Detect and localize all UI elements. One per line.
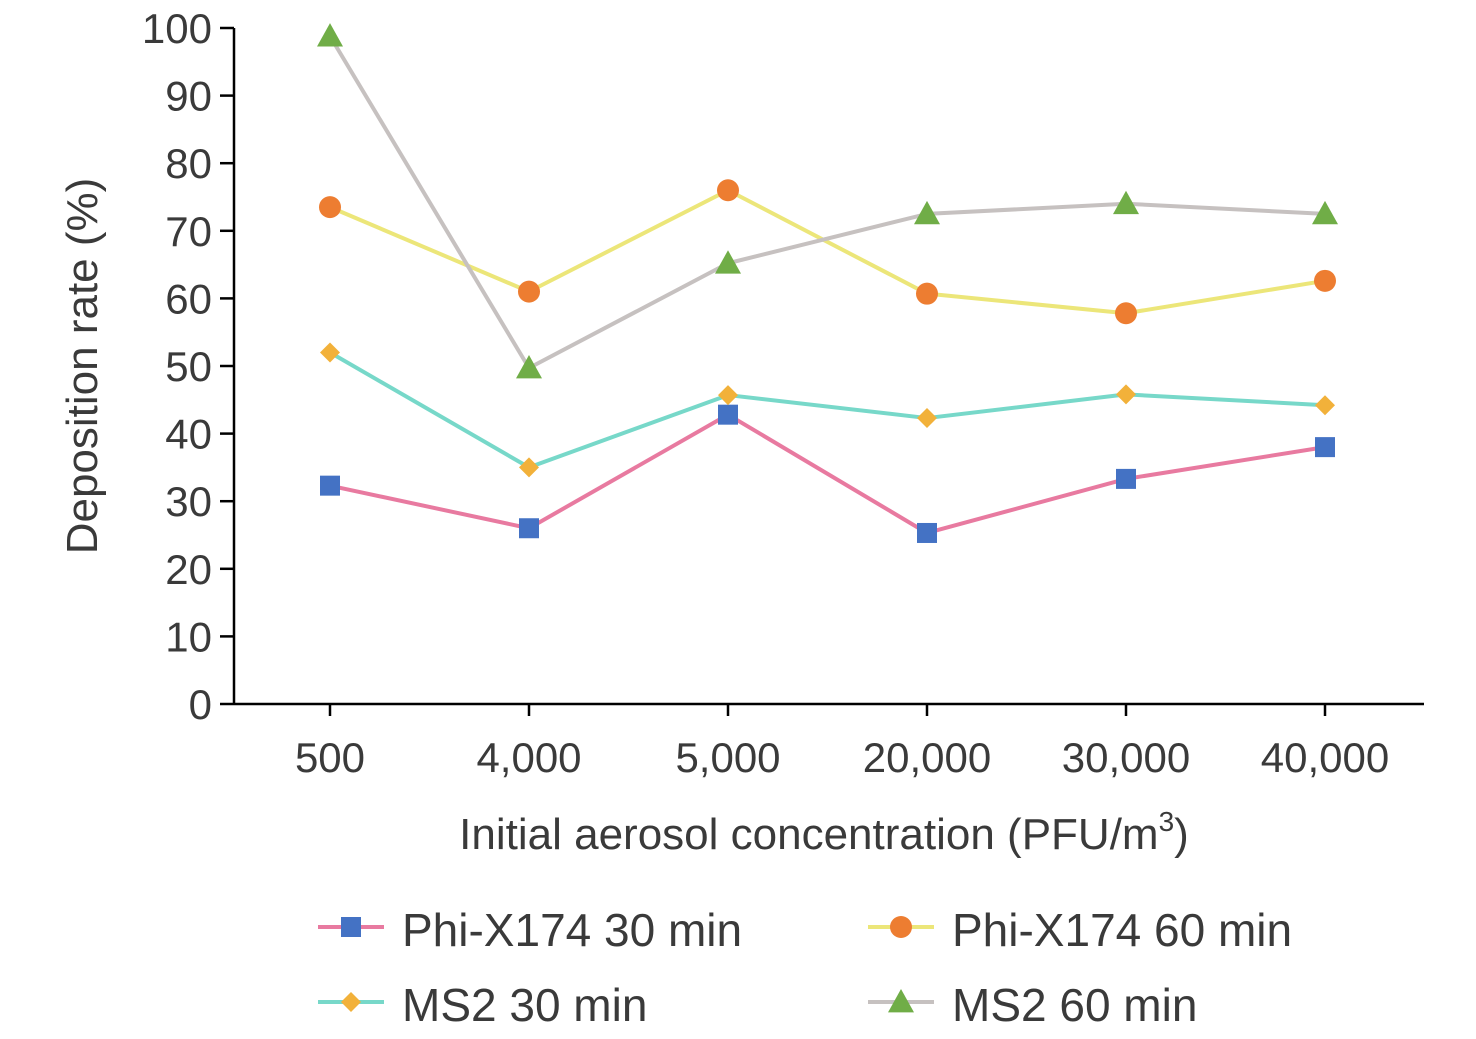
y-tick-label: 50: [165, 343, 212, 390]
data-point: [1116, 468, 1136, 489]
data-point: [715, 250, 741, 274]
x-axis-title-superscript: 3: [1159, 806, 1175, 837]
x-axis-title-suffix: ): [1174, 810, 1189, 859]
data-point: [717, 179, 739, 202]
x-tick-label: 20,000: [863, 734, 991, 781]
legend-label: MS2 30 min: [402, 979, 647, 1031]
series-line: [328, 350, 1326, 470]
series-line: [329, 412, 1326, 535]
data-point: [319, 196, 341, 219]
series-line: [328, 35, 1326, 371]
y-tick-label: 60: [165, 275, 212, 322]
legend-swatch-marker: [888, 989, 914, 1013]
y-tick-label: 0: [189, 681, 212, 728]
x-ticks: 500 4,000 5,000 20,000 30,000 40,000: [295, 704, 1389, 781]
axes: [232, 28, 1424, 706]
data-point: [916, 282, 938, 305]
legend-swatch-marker: [890, 916, 912, 938]
x-tick-label: 40,000: [1261, 734, 1389, 781]
data-point: [1115, 302, 1137, 325]
x-tick-label: 5,000: [675, 734, 780, 781]
series-layer: [317, 23, 1338, 543]
x-axis-title-main: Initial aerosol concentration (PFU/m: [459, 810, 1158, 859]
y-tick-label: 10: [165, 613, 212, 660]
data-point: [1312, 200, 1338, 225]
legend-item: Phi-X174 30 min: [318, 904, 742, 956]
legend-swatch-marker: [341, 917, 361, 937]
data-point: [518, 280, 540, 303]
data-point: [718, 385, 738, 406]
y-tick-label: 100: [142, 5, 212, 52]
legend-label: Phi-X174 30 min: [402, 904, 742, 956]
data-point: [917, 408, 937, 429]
y-tick-label: 80: [165, 140, 212, 187]
x-tick-label: 500: [295, 734, 365, 781]
data-point: [320, 475, 340, 496]
data-point: [1315, 395, 1335, 416]
legend-item: MS2 60 min: [868, 979, 1197, 1031]
data-point: [519, 518, 539, 539]
y-tick-label: 70: [165, 208, 212, 255]
legend: Phi-X174 30 min Phi-X174 60 min MS2 30 min…: [318, 904, 1292, 1031]
y-ticks: 0 10 20 30 40 50 60 70 80 90 100: [142, 5, 234, 728]
legend-item: Phi-X174 60 min: [868, 904, 1292, 956]
data-point: [914, 200, 940, 225]
data-point: [1116, 384, 1136, 405]
y-tick-label: 90: [165, 73, 212, 120]
series-3: [320, 342, 1335, 478]
y-tick-label: 20: [165, 546, 212, 593]
data-point: [917, 522, 937, 543]
data-point: [519, 457, 539, 478]
data-point: [320, 342, 340, 363]
y-axis-title: Deposition rate (%): [58, 178, 107, 555]
x-tick-label: 30,000: [1062, 734, 1190, 781]
data-point: [1314, 269, 1336, 292]
series-line: [329, 188, 1326, 316]
x-axis-title: Initial aerosol concentration (PFU/m3): [459, 806, 1189, 859]
y-tick-label: 30: [165, 478, 212, 525]
legend-label: MS2 60 min: [952, 979, 1197, 1031]
series-2: [319, 179, 1336, 325]
data-point: [516, 355, 542, 379]
legend-item: MS2 30 min: [318, 979, 647, 1031]
data-point: [718, 404, 738, 425]
legend-swatch-marker: [341, 992, 361, 1012]
y-tick-label: 40: [165, 411, 212, 458]
legend-label: Phi-X174 60 min: [952, 904, 1292, 956]
data-point: [317, 23, 343, 47]
data-point: [1315, 437, 1335, 458]
x-tick-label: 4,000: [476, 734, 581, 781]
data-point: [1113, 190, 1139, 215]
series-1: [320, 404, 1335, 543]
series-4: [317, 23, 1338, 379]
